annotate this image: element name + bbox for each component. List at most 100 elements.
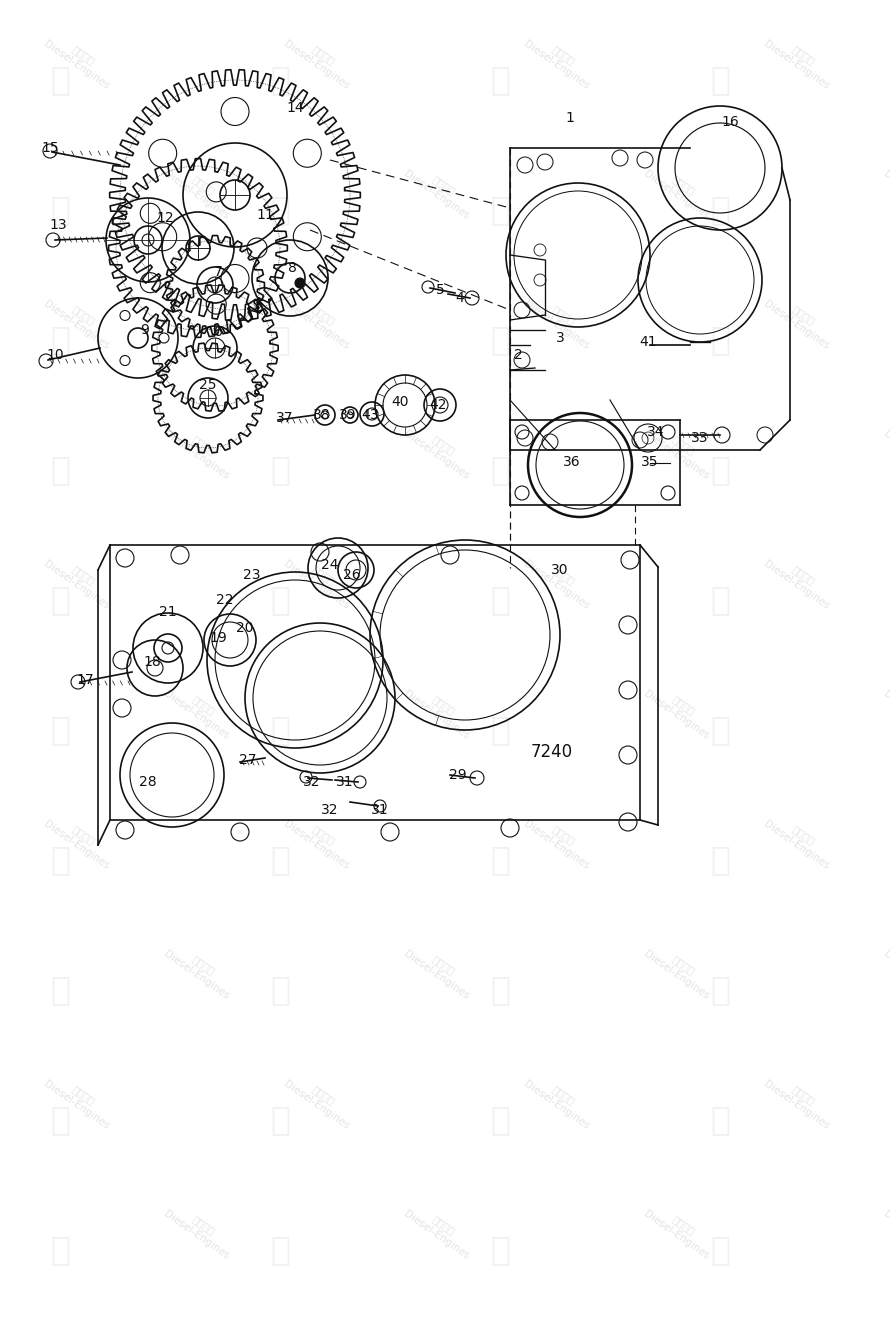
Text: 8: 8 bbox=[287, 261, 296, 275]
Text: 紫发动力
Diesel-Engines: 紫发动力 Diesel-Engines bbox=[522, 1329, 598, 1336]
Text: ⓓ: ⓓ bbox=[50, 1104, 70, 1137]
Text: 42: 42 bbox=[429, 398, 447, 411]
Text: 紫发动力
Diesel-Engines: 紫发动力 Diesel-Engines bbox=[643, 159, 718, 220]
Text: 紫发动力
Diesel-Engines: 紫发动力 Diesel-Engines bbox=[643, 420, 718, 481]
Text: ⓓ: ⓓ bbox=[270, 1104, 290, 1137]
Text: 7240: 7240 bbox=[531, 743, 573, 762]
Text: 34: 34 bbox=[647, 425, 665, 440]
Text: 33: 33 bbox=[692, 432, 708, 445]
Text: 紫发动力
Diesel-Engines: 紫发动力 Diesel-Engines bbox=[762, 289, 837, 351]
Text: 41: 41 bbox=[639, 335, 657, 349]
Text: 38: 38 bbox=[313, 407, 331, 422]
Text: 紫发动力
Diesel-Engines: 紫发动力 Diesel-Engines bbox=[42, 1329, 117, 1336]
Text: 紫发动力
Diesel-Engines: 紫发动力 Diesel-Engines bbox=[282, 549, 358, 611]
Text: 紫发动力
Diesel-Engines: 紫发动力 Diesel-Engines bbox=[42, 810, 117, 871]
Text: 紫发动力
Diesel-Engines: 紫发动力 Diesel-Engines bbox=[282, 1069, 358, 1132]
Text: ⓓ: ⓓ bbox=[490, 974, 510, 1006]
Text: 13: 13 bbox=[49, 218, 67, 232]
Text: ⓓ: ⓓ bbox=[50, 843, 70, 876]
Text: ⓓ: ⓓ bbox=[710, 974, 730, 1006]
Text: 紫发动力
Diesel-Engines: 紫发动力 Diesel-Engines bbox=[522, 1069, 598, 1132]
Text: ⓓ: ⓓ bbox=[490, 1104, 510, 1137]
Text: 紫发动力
Diesel-Engines: 紫发动力 Diesel-Engines bbox=[282, 289, 358, 351]
Text: 紫发动力
Diesel-Engines: 紫发动力 Diesel-Engines bbox=[402, 420, 478, 481]
Text: 30: 30 bbox=[551, 562, 569, 577]
Text: 紫发动力
Diesel-Engines: 紫发动力 Diesel-Engines bbox=[282, 29, 358, 91]
Text: ⓓ: ⓓ bbox=[710, 64, 730, 96]
Text: 3: 3 bbox=[555, 331, 564, 345]
Text: ⓓ: ⓓ bbox=[270, 974, 290, 1006]
Circle shape bbox=[295, 278, 305, 289]
Text: ⓓ: ⓓ bbox=[270, 843, 290, 876]
Text: 10: 10 bbox=[46, 347, 64, 362]
Text: 9: 9 bbox=[141, 323, 150, 337]
Text: 1: 1 bbox=[565, 111, 574, 126]
Text: 24: 24 bbox=[321, 558, 339, 572]
Text: 紫发动力
Diesel-Engines: 紫发动力 Diesel-Engines bbox=[762, 1069, 837, 1132]
Text: 32: 32 bbox=[303, 775, 320, 790]
Text: 紫发动力
Diesel-Engines: 紫发动力 Diesel-Engines bbox=[762, 1329, 837, 1336]
Text: 紫发动力
Diesel-Engines: 紫发动力 Diesel-Engines bbox=[282, 810, 358, 871]
Text: 35: 35 bbox=[642, 456, 659, 469]
Text: 17: 17 bbox=[77, 673, 93, 687]
Text: 紫发动力
Diesel-Engines: 紫发动力 Diesel-Engines bbox=[282, 1329, 358, 1336]
Text: ⓓ: ⓓ bbox=[50, 453, 70, 486]
Text: 紫发动力
Diesel-Engines: 紫发动力 Diesel-Engines bbox=[762, 810, 837, 871]
Text: ⓓ: ⓓ bbox=[490, 453, 510, 486]
Text: 紫发动力
Diesel-Engines: 紫发动力 Diesel-Engines bbox=[522, 549, 598, 611]
Text: ⓓ: ⓓ bbox=[490, 1233, 510, 1267]
Text: 18: 18 bbox=[143, 655, 161, 669]
Text: ⓓ: ⓓ bbox=[710, 843, 730, 876]
Text: 5: 5 bbox=[435, 283, 444, 297]
Text: 紫发动力
Diesel-Engines: 紫发动力 Diesel-Engines bbox=[522, 289, 598, 351]
Text: 31: 31 bbox=[371, 803, 389, 818]
Text: 紫发动力
Diesel-Engines: 紫发动力 Diesel-Engines bbox=[882, 159, 890, 220]
Text: 紫发动力
Diesel-Engines: 紫发动力 Diesel-Engines bbox=[402, 1198, 478, 1261]
Text: 紫发动力
Diesel-Engines: 紫发动力 Diesel-Engines bbox=[402, 159, 478, 220]
Text: ⓓ: ⓓ bbox=[710, 194, 730, 227]
Text: 紫发动力
Diesel-Engines: 紫发动力 Diesel-Engines bbox=[762, 29, 837, 91]
Text: 39: 39 bbox=[339, 407, 357, 422]
Text: ⓓ: ⓓ bbox=[710, 713, 730, 747]
Text: 紫发动力
Diesel-Engines: 紫发动力 Diesel-Engines bbox=[42, 549, 117, 611]
Text: ⓓ: ⓓ bbox=[710, 584, 730, 616]
Text: 32: 32 bbox=[321, 803, 339, 818]
Text: 19: 19 bbox=[209, 631, 227, 645]
Text: 紫发动力
Diesel-Engines: 紫发动力 Diesel-Engines bbox=[882, 1198, 890, 1261]
Text: 紫发动力
Diesel-Engines: 紫发动力 Diesel-Engines bbox=[882, 420, 890, 481]
Text: ⓓ: ⓓ bbox=[710, 453, 730, 486]
Text: 紫发动力
Diesel-Engines: 紫发动力 Diesel-Engines bbox=[643, 939, 718, 1001]
Text: 紫发动力
Diesel-Engines: 紫发动力 Diesel-Engines bbox=[643, 1198, 718, 1261]
Text: 紫发动力
Diesel-Engines: 紫发动力 Diesel-Engines bbox=[42, 29, 117, 91]
Text: ⓓ: ⓓ bbox=[710, 1233, 730, 1267]
Text: 紫发动力
Diesel-Engines: 紫发动力 Diesel-Engines bbox=[882, 939, 890, 1001]
Text: 14: 14 bbox=[287, 102, 303, 115]
Text: 紫发动力
Diesel-Engines: 紫发动力 Diesel-Engines bbox=[762, 549, 837, 611]
Text: 22: 22 bbox=[216, 593, 234, 607]
Text: 紫发动力
Diesel-Engines: 紫发动力 Diesel-Engines bbox=[162, 679, 238, 741]
Text: 紫发动力
Diesel-Engines: 紫发动力 Diesel-Engines bbox=[402, 679, 478, 741]
Text: ⓓ: ⓓ bbox=[270, 584, 290, 616]
Text: 紫发动力
Diesel-Engines: 紫发动力 Diesel-Engines bbox=[882, 679, 890, 741]
Text: 36: 36 bbox=[563, 456, 581, 469]
Text: ⓓ: ⓓ bbox=[490, 323, 510, 357]
Text: ⓓ: ⓓ bbox=[50, 974, 70, 1006]
Text: 12: 12 bbox=[156, 211, 174, 224]
Text: 25: 25 bbox=[199, 378, 217, 391]
Text: ⓓ: ⓓ bbox=[50, 713, 70, 747]
Text: 7: 7 bbox=[214, 265, 222, 279]
Text: 紫发动力
Diesel-Engines: 紫发动力 Diesel-Engines bbox=[42, 289, 117, 351]
Text: 2: 2 bbox=[514, 347, 522, 362]
Text: 37: 37 bbox=[276, 411, 294, 425]
Text: ⓓ: ⓓ bbox=[490, 584, 510, 616]
Text: ⓓ: ⓓ bbox=[490, 713, 510, 747]
Text: 27: 27 bbox=[239, 754, 256, 767]
Text: ⓓ: ⓓ bbox=[710, 1104, 730, 1137]
Text: 43: 43 bbox=[361, 407, 379, 422]
Text: 11: 11 bbox=[256, 208, 274, 222]
Text: 紫发动力
Diesel-Engines: 紫发动力 Diesel-Engines bbox=[522, 810, 598, 871]
Text: ⓓ: ⓓ bbox=[490, 194, 510, 227]
Text: 紫发动力
Diesel-Engines: 紫发动力 Diesel-Engines bbox=[162, 420, 238, 481]
Text: 20: 20 bbox=[236, 621, 254, 635]
Text: 紫发动力
Diesel-Engines: 紫发动力 Diesel-Engines bbox=[402, 939, 478, 1001]
